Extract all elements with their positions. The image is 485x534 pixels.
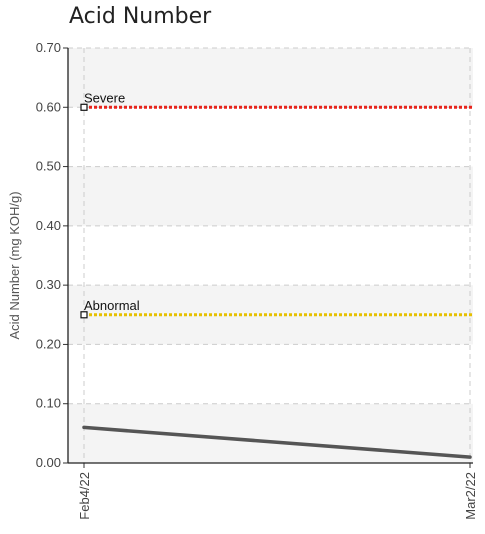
background-band: [68, 225, 473, 286]
x-tick-label: Feb4/22: [77, 472, 92, 520]
x-tick-label: Mar2/22: [463, 472, 478, 520]
threshold-lines: Severe Abnormal: [80, 90, 473, 319]
y-tick-label: 0.30: [36, 277, 61, 292]
axes: [63, 47, 473, 468]
threshold-marker: [80, 311, 88, 319]
y-tick-label: 0.70: [36, 40, 61, 55]
y-tick-label: 0.50: [36, 159, 61, 174]
background-band: [68, 166, 473, 226]
x-tick-labels: Feb4/22 Mar2/22: [77, 472, 478, 520]
background-bands: [68, 48, 473, 463]
threshold-label-severe: Severe: [84, 90, 125, 105]
threshold-marker: [80, 103, 88, 111]
grid-lines: [68, 47, 473, 463]
y-tick-label: 0.40: [36, 218, 61, 233]
background-band: [68, 344, 473, 404]
y-tick-label: 0.00: [36, 455, 61, 470]
series-line: [82, 425, 472, 459]
y-tick-labels: 0.00 0.10 0.20 0.30 0.40 0.50 0.60 0.70: [36, 40, 61, 470]
series-lines: [82, 425, 472, 459]
threshold-label-abnormal: Abnormal: [84, 298, 140, 313]
chart-title: Acid Number: [69, 4, 212, 29]
y-tick-label: 0.20: [36, 336, 61, 351]
y-axis-label: Acid Number (mg KOH/g): [7, 191, 22, 339]
y-tick-label: 0.10: [36, 396, 61, 411]
y-tick-label: 0.60: [36, 99, 61, 114]
background-band: [68, 48, 473, 108]
background-band: [68, 107, 473, 167]
